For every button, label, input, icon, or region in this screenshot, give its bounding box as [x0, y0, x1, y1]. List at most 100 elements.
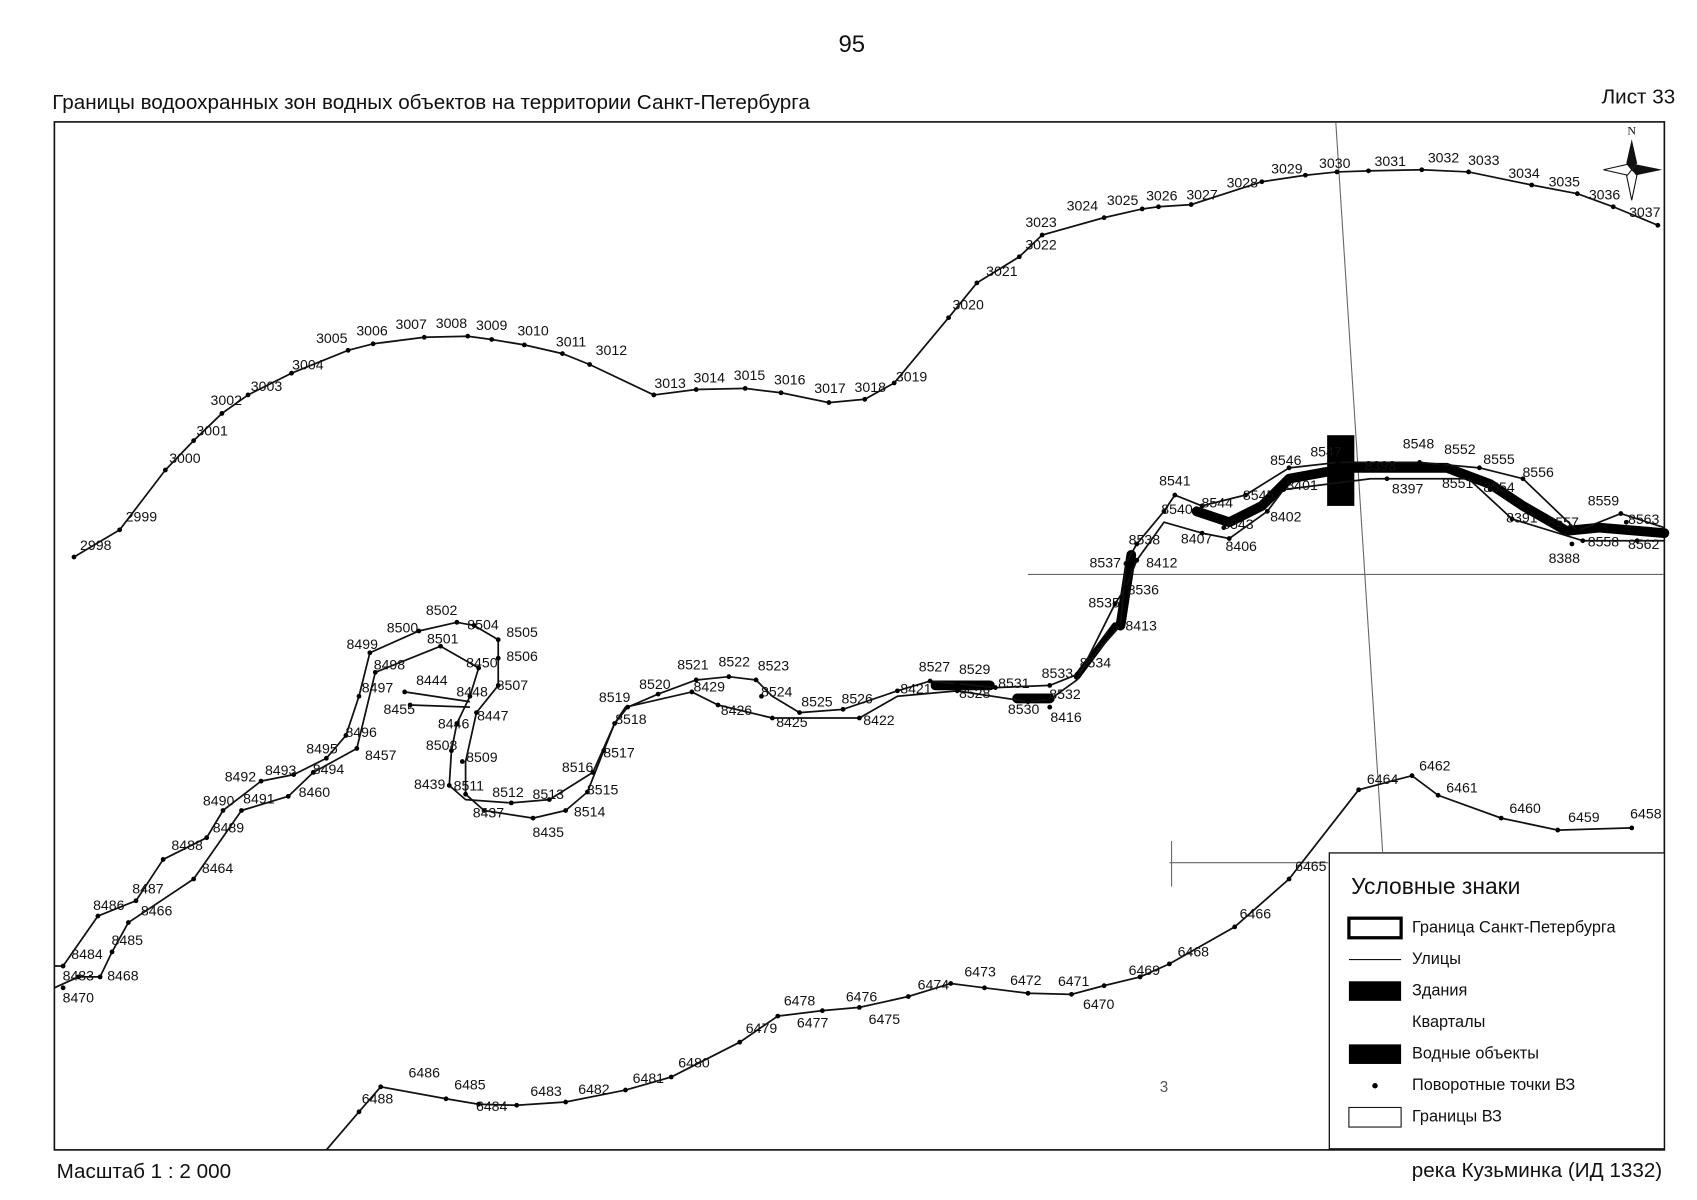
zone-boundary	[358, 774, 1632, 1113]
turning-point	[245, 392, 251, 398]
point-label: 3007	[395, 316, 427, 332]
point-label: 6461	[1446, 779, 1478, 795]
turning-point	[407, 702, 413, 708]
turning-point	[521, 342, 527, 348]
turning-point	[465, 333, 471, 339]
turning-point	[1419, 167, 1425, 173]
point-label: 8444	[416, 672, 448, 688]
turning-point	[495, 637, 501, 643]
turning-point	[454, 721, 460, 726]
turning-point	[258, 778, 264, 784]
legend-item: Поворотные точки ВЗ	[1412, 1076, 1575, 1094]
turning-point	[895, 688, 900, 694]
point-label: 3016	[774, 372, 806, 388]
point-label: 8518	[615, 711, 647, 727]
point-label: 8523	[758, 658, 790, 674]
point-label: 3017	[814, 380, 846, 396]
zone-boundary	[73, 168, 1659, 558]
point-label: 8515	[587, 782, 619, 798]
turning-point	[220, 808, 226, 813]
turning-point	[1466, 476, 1471, 482]
turning-point	[133, 898, 139, 904]
turning-point	[1188, 202, 1194, 207]
point-label: 8533	[1042, 665, 1074, 681]
point-label: 3013	[654, 375, 686, 391]
point-label: 6471	[1058, 973, 1090, 989]
point-label: 6480	[678, 1055, 710, 1071]
turning-point	[1123, 585, 1129, 590]
point-label: 8535	[1088, 595, 1120, 611]
turning-point	[1134, 557, 1140, 563]
turning-point	[489, 337, 495, 342]
point-label: 6479	[746, 1020, 778, 1036]
point-label: 8527	[919, 659, 951, 675]
point-label: 8534	[1080, 654, 1112, 670]
point-label: 8516	[562, 759, 594, 775]
point-label: 8487	[132, 881, 164, 897]
turning-point	[655, 691, 661, 697]
point-label: 6485	[454, 1076, 486, 1092]
point-label: 8556	[1522, 464, 1554, 480]
point-label: 3019	[896, 368, 928, 384]
turning-point	[1232, 924, 1238, 930]
turning-point	[1139, 206, 1145, 212]
turning-point	[1199, 503, 1205, 509]
point-label: 8524	[761, 684, 793, 700]
turning-point	[737, 1039, 743, 1045]
turning-point	[819, 1008, 825, 1014]
sheet-number: Лист 33	[1602, 85, 1676, 108]
point-label: 3024	[1067, 197, 1099, 213]
turning-point	[546, 797, 552, 803]
turning-point	[1574, 191, 1580, 197]
turning-point	[1520, 476, 1526, 482]
turning-point	[345, 347, 351, 353]
turning-point	[1623, 519, 1629, 525]
point-label: 6483	[530, 1083, 562, 1099]
turning-point	[563, 808, 569, 813]
point-label: 3005	[316, 330, 348, 346]
turning-point	[769, 715, 775, 721]
point-label: 3026	[1146, 188, 1178, 204]
point-label: 6469	[1129, 962, 1161, 978]
point-label: 8437	[473, 804, 505, 820]
point-label: 8513	[533, 786, 565, 802]
point-label: 8557	[1547, 514, 1579, 530]
turning-point	[1286, 876, 1292, 882]
point-label: 6472	[1010, 972, 1042, 988]
point-label: 8494	[313, 761, 345, 777]
point-label: 3028	[1227, 175, 1259, 191]
turning-point	[1366, 168, 1371, 174]
legend-symbol	[1348, 1106, 1402, 1128]
turning-point	[954, 680, 960, 686]
turning-point	[438, 643, 443, 649]
point-label: 8499	[347, 636, 379, 652]
turning-point	[856, 1004, 862, 1010]
legend-title: Условные знаки	[1351, 873, 1520, 899]
turning-point	[162, 467, 168, 473]
point-label: 8548	[1403, 436, 1435, 452]
boundary-line	[325, 1111, 360, 1151]
point-label: 8493	[265, 762, 297, 778]
point-label: 3037	[1629, 204, 1661, 220]
turning-point	[495, 683, 501, 688]
point-label: 8485	[112, 932, 144, 948]
point-label: 8497	[362, 679, 394, 695]
turning-point	[715, 702, 721, 708]
point-label: 8491	[243, 790, 275, 806]
turning-point	[1025, 990, 1031, 996]
turning-point	[60, 963, 66, 969]
point-label: 3006	[356, 323, 388, 339]
point-label: 8547	[1310, 443, 1342, 459]
point-label: 8500	[387, 620, 419, 636]
point-label: 8554	[1483, 479, 1515, 495]
turning-point	[1498, 815, 1504, 821]
turning-point	[191, 876, 197, 882]
turning-point	[75, 974, 81, 980]
point-label: 8562	[1628, 536, 1660, 552]
turning-point	[1610, 204, 1616, 210]
point-label: 8528	[959, 685, 991, 701]
turning-point	[1118, 623, 1123, 628]
turning-point	[1438, 463, 1444, 469]
turning-point	[343, 733, 349, 738]
